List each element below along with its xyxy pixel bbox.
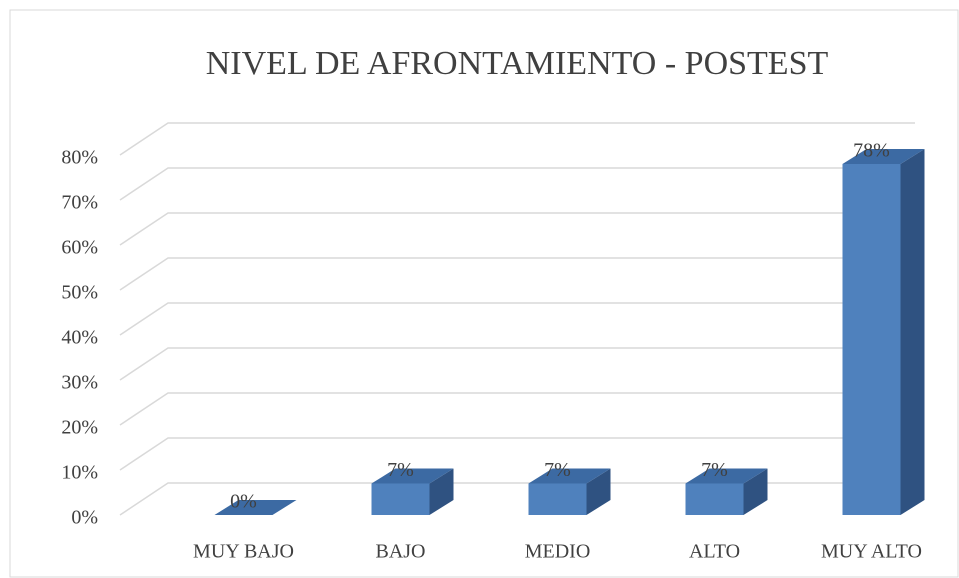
- grid-line: [119, 122, 915, 156]
- data-label: 7%: [701, 459, 728, 481]
- data-label: 7%: [387, 459, 414, 481]
- y-tick-label: 60%: [61, 237, 98, 259]
- y-tick-label: 50%: [61, 282, 98, 304]
- bar-front: [528, 483, 587, 515]
- x-tick-label: MEDIO: [525, 541, 591, 563]
- bar-side: [900, 149, 925, 515]
- chart-border: [9, 9, 959, 578]
- bar: [528, 468, 611, 515]
- bar-front: [371, 483, 430, 515]
- bar-front: [685, 483, 744, 515]
- bar-top: [371, 468, 454, 484]
- bar: [842, 149, 925, 515]
- bar-top: [528, 468, 611, 484]
- data-label: 7%: [544, 459, 571, 481]
- bar-front: [842, 164, 901, 515]
- bar-side: [429, 468, 454, 515]
- bar-side: [586, 468, 611, 515]
- grid-line: [119, 302, 915, 336]
- bar-top: [685, 468, 768, 484]
- grid-line: [119, 257, 915, 291]
- grid-line: [119, 167, 915, 201]
- x-tick-label: ALTO: [689, 541, 740, 563]
- grid-line: [119, 437, 915, 471]
- chart-title: NIVEL DE AFRONTAMIENTO - POSTEST: [206, 45, 829, 82]
- bar-side: [743, 468, 768, 515]
- x-tick-label: MUY ALTO: [821, 541, 922, 563]
- y-tick-label: 0%: [71, 507, 98, 529]
- grid-line: [119, 482, 915, 516]
- grid-line: [119, 392, 915, 426]
- y-tick-label: 80%: [61, 147, 98, 169]
- bar: [371, 468, 454, 515]
- bar-top: [214, 500, 297, 515]
- y-tick-label: 30%: [61, 372, 98, 394]
- grid-line: [119, 212, 915, 246]
- y-tick-label: 70%: [61, 192, 98, 214]
- y-tick-label: 40%: [61, 327, 98, 349]
- x-tick-label: BAJO: [375, 541, 425, 563]
- grid-line: [119, 347, 915, 381]
- data-label: 0%: [230, 491, 257, 513]
- y-tick-label: 10%: [61, 462, 98, 484]
- data-label: 78%: [853, 140, 890, 162]
- bar: [685, 468, 768, 515]
- bar-top: [842, 149, 925, 164]
- y-tick-label: 20%: [61, 417, 98, 439]
- bar: [214, 500, 297, 515]
- x-tick-label: MUY BAJO: [193, 541, 294, 563]
